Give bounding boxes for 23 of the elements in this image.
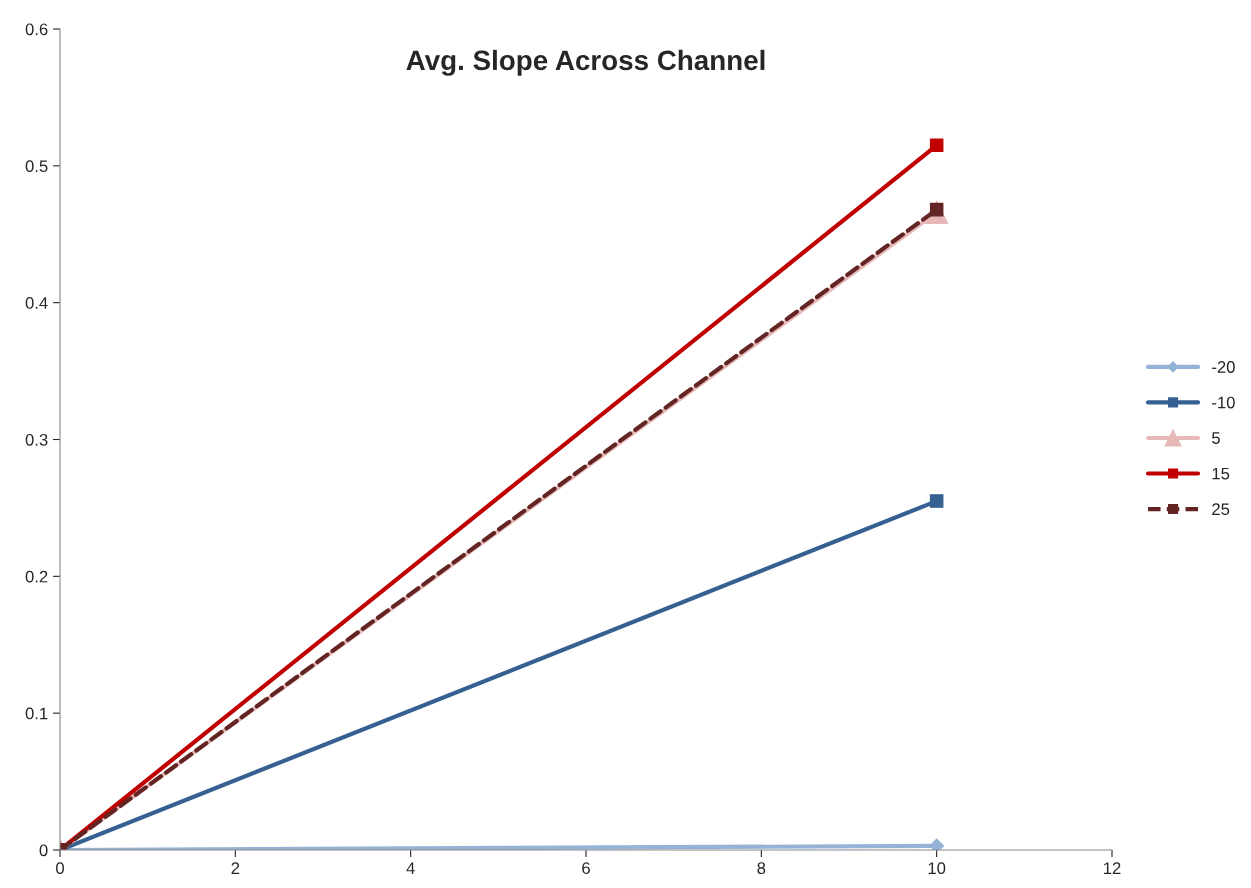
x-tick-label: 0 (56, 862, 64, 875)
x-tick-label: 2 (231, 862, 240, 874)
y-tick-label: 0.1 (25, 707, 48, 720)
y-tick-label: 0.5 (25, 160, 48, 173)
y-tick-label: 0.6 (25, 23, 48, 36)
legend-label: -20 (1212, 361, 1235, 373)
y-tick-label: 0.3 (25, 433, 48, 446)
legend-label: 25 (1212, 503, 1230, 516)
point (929, 494, 944, 508)
legend-label: 15 (1212, 467, 1230, 480)
legend-label: 5 (1212, 432, 1220, 444)
legend-label: -10 (1212, 396, 1235, 409)
point (929, 838, 945, 850)
point (929, 138, 944, 153)
text: Avg. Slope Across Channel (406, 49, 765, 76)
x-tick-label: 12 (1104, 862, 1121, 874)
x-tick-label: 6 (582, 862, 590, 875)
y-tick-label: 0.4 (25, 297, 48, 309)
x-tick-label: 8 (757, 862, 766, 875)
y-tick-label: 0 (39, 844, 48, 857)
y-tick-label: 0.2 (25, 570, 48, 583)
x-tick-label: 4 (406, 862, 415, 874)
x-tick-label: 10 (928, 862, 946, 875)
